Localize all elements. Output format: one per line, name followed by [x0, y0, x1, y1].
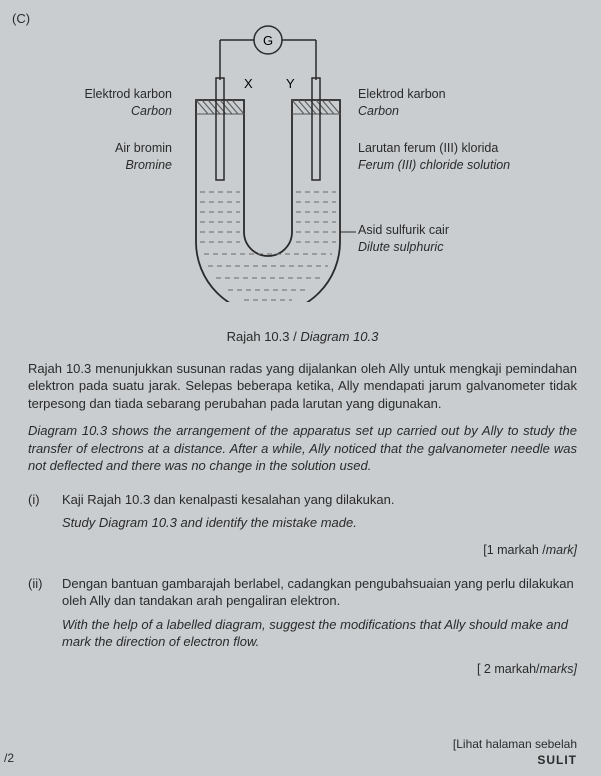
x-label: X	[244, 76, 253, 91]
diagram-area: G X Y	[28, 22, 577, 322]
page-number: /2	[4, 750, 14, 766]
sub-ms: Dengan bantuan gambarajah berlabel, cada…	[62, 576, 574, 609]
marks-ms: [1 markah /	[483, 543, 546, 557]
label-en: Carbon	[358, 103, 446, 120]
label-en: Dilute sulphuric	[358, 239, 449, 256]
sub-en: With the help of a labelled diagram, sug…	[62, 616, 577, 651]
caption-en: Diagram 10.3	[300, 329, 378, 344]
label-left-electrode: Elektrod karbon Carbon	[72, 86, 172, 120]
sub-ms: Kaji Rajah 10.3 dan kenalpasti kesalahan…	[62, 492, 394, 507]
label-ms: Elektrod karbon	[358, 87, 446, 101]
sub-num: (i)	[28, 491, 62, 532]
marks-en: mark]	[546, 543, 577, 557]
marks-ms: [ 2 markah/	[477, 662, 540, 676]
label-right-solution: Larutan ferum (III) klorida Ferum (III) …	[358, 140, 510, 174]
label-ms: Elektrod karbon	[84, 87, 172, 101]
label-ms: Air bromin	[115, 141, 172, 155]
sub-question-ii: (ii) Dengan bantuan gambarajah berlabel,…	[28, 575, 577, 651]
label-en: Carbon	[72, 103, 172, 120]
caption-ms: Rajah 10.3 /	[227, 329, 297, 344]
label-acid: Asid sulfurik cair Dilute sulphuric	[358, 222, 449, 256]
utube-diagram: G X Y	[178, 22, 358, 302]
label-en: Bromine	[88, 157, 172, 174]
paragraph-ms: Rajah 10.3 menunjukkan susunan radas yan…	[28, 360, 577, 413]
paragraph-en: Diagram 10.3 shows the arrangement of th…	[28, 422, 577, 475]
diagram-caption: Rajah 10.3 / Diagram 10.3	[28, 328, 577, 346]
label-ms: Larutan ferum (III) klorida	[358, 141, 498, 155]
y-label: Y	[286, 76, 295, 91]
sub-question-i: (i) Kaji Rajah 10.3 dan kenalpasti kesal…	[28, 491, 577, 532]
label-right-electrode: Elektrod karbon Carbon	[358, 86, 446, 120]
page-footer: /2 [Lihat halaman sebelah SULIT	[0, 736, 577, 768]
marks-ii: [ 2 markah/marks]	[28, 661, 577, 678]
marks-i: [1 markah /mark]	[28, 542, 577, 559]
footer-note: [Lihat halaman sebelah	[0, 736, 577, 752]
label-en: Ferum (III) chloride solution	[358, 157, 510, 174]
label-ms: Asid sulfurik cair	[358, 223, 449, 237]
g-label: G	[263, 33, 273, 48]
sub-en: Study Diagram 10.3 and identify the mist…	[62, 514, 577, 532]
footer-sulit: SULIT	[0, 752, 577, 768]
label-left-solution: Air bromin Bromine	[88, 140, 172, 174]
sub-num: (ii)	[28, 575, 62, 651]
marks-en: marks]	[540, 662, 578, 676]
